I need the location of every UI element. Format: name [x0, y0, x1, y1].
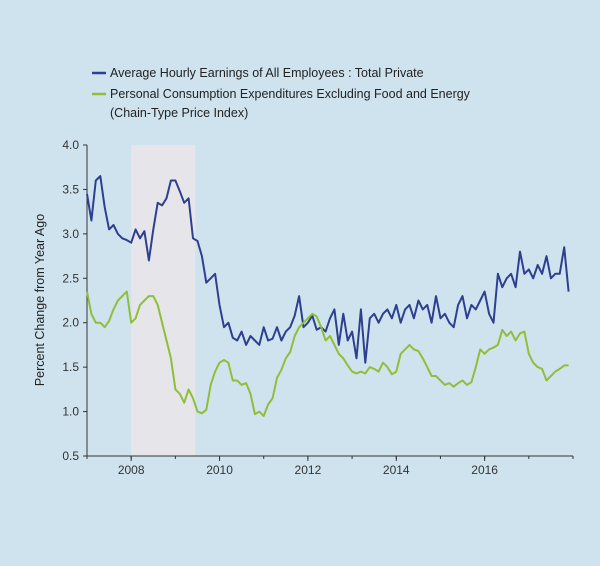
legend-label: Personal Consumption Expenditures Exclud…	[110, 87, 471, 101]
recession-shading	[131, 145, 196, 456]
y-tick-label: 3.0	[62, 227, 79, 241]
series-line-pce-core	[86, 290, 569, 417]
series-line-hourly-earnings	[86, 175, 570, 364]
y-tick-label: 2.5	[62, 271, 79, 285]
y-tick-label: 0.5	[62, 449, 79, 463]
y-axis-label: Percent Change from Year Ago	[33, 214, 47, 386]
x-tick-label: 2008	[118, 463, 145, 477]
x-tick-label: 2012	[295, 463, 322, 477]
y-tick-label: 2.0	[62, 316, 79, 330]
y-tick-label: 1.0	[62, 405, 79, 419]
legend-label-line2: (Chain-Type Price Index)	[110, 106, 248, 120]
x-tick-label: 2016	[471, 463, 498, 477]
y-tick-label: 1.5	[62, 360, 79, 374]
x-tick-label: 2010	[206, 463, 233, 477]
x-tick-label: 2014	[383, 463, 410, 477]
legend-label: Average Hourly Earnings of All Employees…	[110, 66, 424, 80]
y-tick-label: 4.0	[62, 138, 79, 152]
y-tick-label: 3.5	[62, 182, 79, 196]
